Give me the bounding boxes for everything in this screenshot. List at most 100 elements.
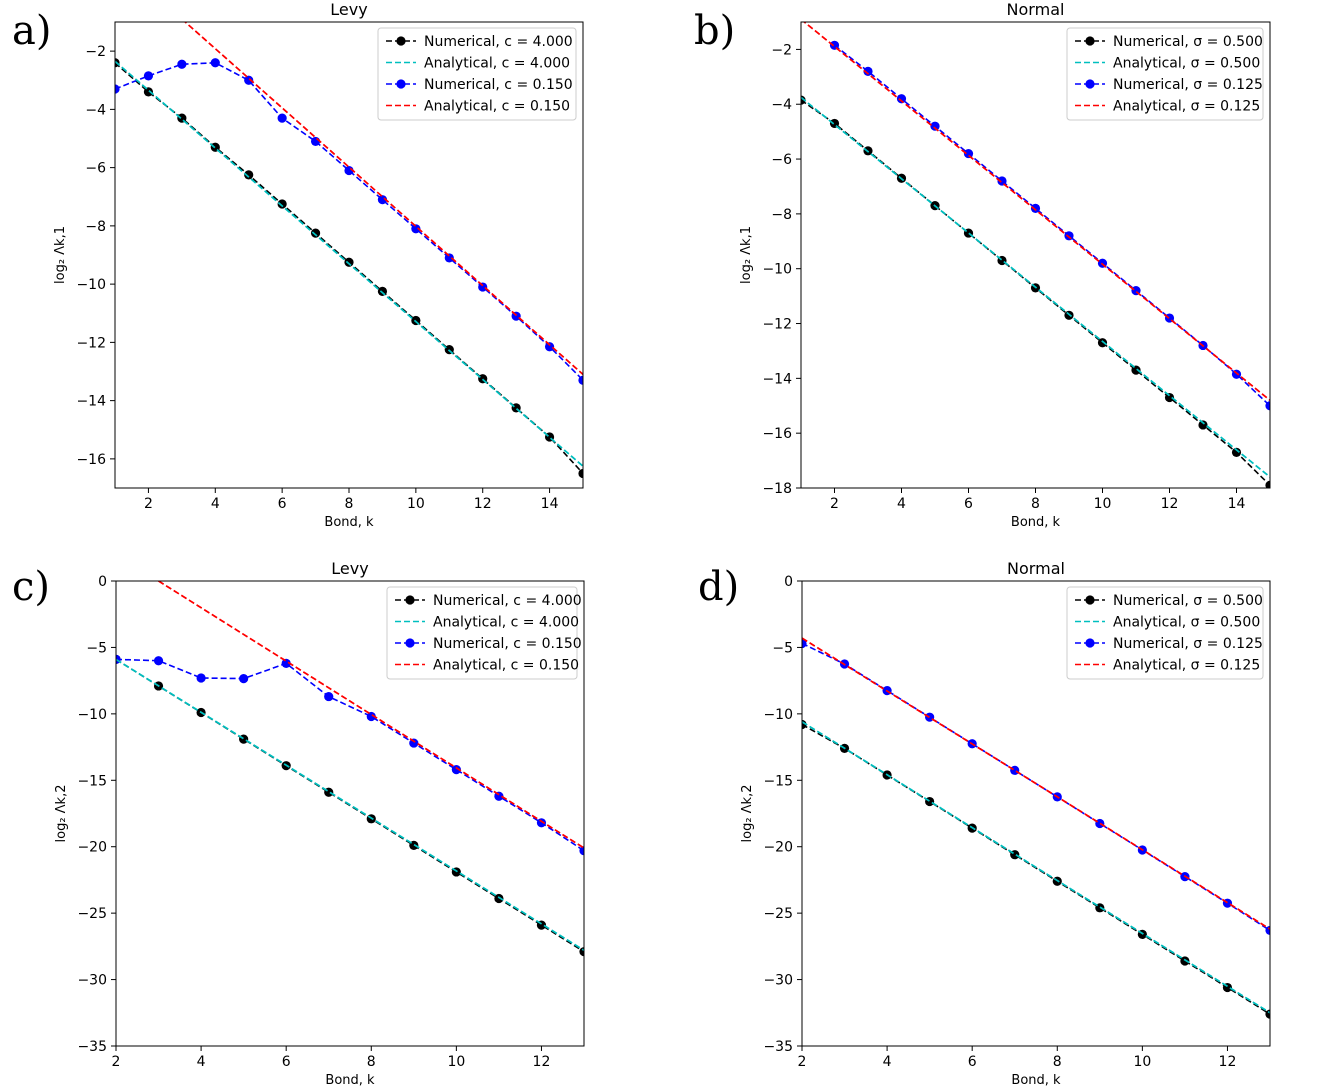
y-tick-label: −12 — [762, 317, 792, 333]
plot-frame — [114, 21, 584, 489]
y-tick-label: −35 — [77, 1039, 107, 1055]
x-tick-label: 6 — [282, 1054, 291, 1070]
data-point — [1180, 956, 1190, 966]
y-tick-label: −5 — [86, 640, 107, 656]
data-point — [1010, 765, 1020, 775]
y-tick-label: −10 — [76, 277, 106, 293]
x-tick-label: 2 — [112, 1054, 121, 1070]
chart-title: Normal — [1007, 0, 1065, 19]
y-tick-label: −6 — [85, 161, 106, 177]
legend-swatch-marker — [405, 638, 415, 648]
y-tick-label: −16 — [762, 426, 792, 442]
y-tick-label: −2 — [771, 42, 792, 58]
series-line-1 — [115, 62, 583, 474]
panel-letter-a: a) — [12, 8, 51, 54]
x-axis-label: Bond, k — [1011, 515, 1061, 530]
x-tick-label: 10 — [1133, 1054, 1151, 1070]
data-point — [277, 113, 287, 123]
legend-entry: Analytical, σ = 0.500 — [1113, 56, 1260, 72]
x-tick-label: 2 — [830, 496, 839, 512]
legend-box — [386, 586, 578, 680]
legend-box — [377, 27, 577, 121]
data-point — [143, 71, 154, 81]
y-tick-label: −15 — [77, 773, 107, 789]
data-point — [411, 224, 421, 234]
y-tick-label: −35 — [763, 1039, 793, 1055]
data-point — [244, 170, 254, 180]
data-point — [451, 765, 461, 775]
data-point — [115, 84, 120, 94]
panel-letter-b: b) — [694, 8, 735, 54]
y-tick-label: −4 — [771, 97, 792, 113]
plots-layer: Levy 2 4 6 8 10 12 14 −2 −4 −6 −8 −10 −12 −14 −16 Bond, … — [53, 0, 1271, 1088]
data-point — [409, 738, 419, 748]
data-point — [579, 846, 584, 856]
x-tick-label: 8 — [367, 1054, 376, 1070]
y-tick-label: 0 — [98, 574, 107, 590]
series-line-3 — [116, 658, 584, 852]
legend-swatch-marker — [1085, 595, 1095, 605]
x-tick-label: 4 — [883, 1054, 892, 1070]
x-tick-label: 2 — [144, 496, 153, 512]
y-tick-label: −25 — [763, 906, 793, 922]
panel-letter-c: c) — [12, 564, 50, 610]
y-axis-label: log₂ Λk,1 — [739, 226, 754, 284]
chart-title: Levy — [331, 559, 368, 578]
y-tick-label: −4 — [85, 102, 106, 118]
data-point — [344, 257, 354, 267]
analytical-line-overlay — [801, 96, 1270, 478]
chart-2: Normal 2 4 6 8 10 12 14 −2 −4 −6 −8 −10 −12 −14 −16 −18 B… — [739, 0, 1271, 530]
chart-1: Levy 2 4 6 8 10 12 14 −2 −4 −6 −8 −10 −12 −14 −16 Bond, … — [53, 0, 584, 530]
data-point — [244, 75, 254, 85]
legend-entry: Numerical, σ = 0.125 — [1113, 636, 1263, 652]
legend-swatch-marker — [1085, 638, 1095, 648]
plot-frame — [115, 580, 585, 1047]
x-tick-label: 14 — [541, 496, 559, 512]
x-tick-label: 6 — [968, 1054, 977, 1070]
y-tick-label: −30 — [763, 973, 793, 989]
legend-entry: Analytical, c = 0.150 — [433, 658, 579, 674]
y-tick-label: −14 — [762, 371, 792, 387]
y-tick-label: 0 — [784, 574, 793, 590]
x-tick-label: 12 — [474, 496, 492, 512]
plot-frame — [800, 21, 1271, 489]
y-tick-label: −2 — [85, 44, 106, 60]
y-tick-label: −10 — [762, 262, 792, 278]
data-point — [1231, 447, 1242, 457]
legend-entry: Numerical, c = 4.000 — [433, 593, 582, 609]
panel-letter-d: d) — [698, 564, 739, 610]
data-point — [444, 253, 454, 263]
x-tick-label: 6 — [964, 496, 973, 512]
series-line-3 — [834, 44, 1270, 407]
y-axis-label: log₂ Λk,2 — [54, 785, 69, 843]
y-axis-label: log₂ Λk,1 — [53, 226, 68, 284]
chart-4: Normal 2 4 6 8 10 12 0 −5 −10 −15 −20 −25 −30 −35 Bond,… — [740, 559, 1271, 1088]
series-group — [115, 22, 583, 479]
legend-entry: Numerical, σ = 0.500 — [1113, 34, 1263, 50]
legend-box — [1066, 27, 1264, 121]
legend-swatch-marker — [1085, 79, 1095, 89]
x-tick-label: 4 — [197, 1054, 206, 1070]
legend: Numerical, σ = 0.500 Analytical, σ = 0.50… — [1066, 27, 1264, 121]
series-line-3 — [802, 642, 1270, 932]
x-axis-label: Bond, k — [1011, 1073, 1061, 1088]
data-point — [377, 195, 388, 205]
y-tick-label: −20 — [763, 840, 793, 856]
data-point — [1095, 818, 1105, 829]
data-point — [177, 59, 187, 69]
legend-entry: Analytical, c = 4.000 — [433, 615, 579, 631]
data-point — [153, 656, 164, 666]
y-tick-label: −18 — [762, 481, 792, 497]
data-point — [1030, 203, 1041, 213]
data-point — [863, 66, 873, 76]
data-point — [536, 818, 547, 828]
data-point — [963, 148, 974, 159]
x-axis-label: Bond, k — [324, 515, 374, 530]
chart-3: Levy 2 4 6 8 10 12 0 −5 −10 −15 −20 −25 −30 −35 Bond, k… — [54, 559, 585, 1088]
legend: Numerical, c = 4.000 Analytical, c = 4.00… — [386, 586, 582, 680]
data-point — [196, 673, 206, 683]
plot-frame — [801, 580, 1271, 1047]
legend-entry: Analytical, σ = 0.500 — [1113, 615, 1260, 631]
y-tick-label: −8 — [85, 219, 106, 235]
x-tick-label: 4 — [897, 496, 906, 512]
